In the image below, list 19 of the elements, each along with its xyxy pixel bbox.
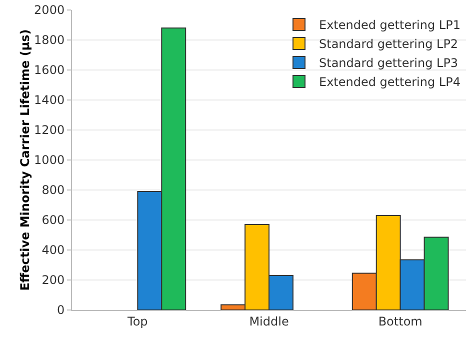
x-tick-label: Bottom <box>378 314 422 328</box>
x-tick-label: Middle <box>249 314 289 328</box>
y-tick-label: 1800 <box>34 33 65 48</box>
y-tick-label: 1400 <box>34 93 65 108</box>
y-axis-title: Effective Minority Carrier Lifetime (µs) <box>18 29 32 291</box>
y-tick-label: 600 <box>42 213 65 228</box>
legend-label: Standard gettering LP3 <box>319 56 458 70</box>
legend-label: Standard gettering LP2 <box>319 37 458 52</box>
y-tick-label: 1600 <box>34 63 65 78</box>
y-tick-label: 200 <box>42 273 65 288</box>
y-tick-label: 800 <box>42 183 65 198</box>
y-tick-label: 0 <box>56 303 65 318</box>
legend-label: Extended gettering LP1 <box>319 18 460 32</box>
y-tick-label: 2000 <box>34 3 65 18</box>
y-tick-label: 1200 <box>34 123 65 138</box>
x-tick-label: Top <box>126 314 148 328</box>
legend-label: Extended gettering LP4 <box>319 75 460 90</box>
y-tick-label: 400 <box>42 243 65 258</box>
y-tick-label: 1000 <box>34 153 65 168</box>
